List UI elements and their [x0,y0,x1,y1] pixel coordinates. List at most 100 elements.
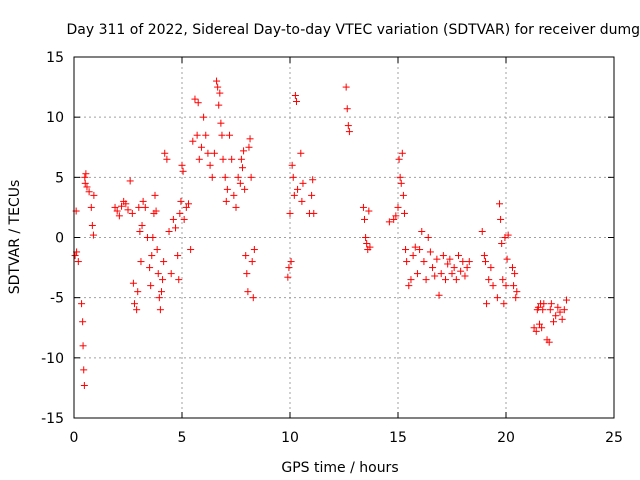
data-point [424,234,432,241]
data-point [480,252,488,260]
data-point [554,303,562,311]
data-point [180,215,188,223]
data-point [409,252,417,260]
data-point [141,203,149,211]
data-point [539,306,547,314]
data-point [540,300,548,308]
data-point [510,282,518,290]
data-point [297,149,305,157]
data-point [452,276,460,284]
data-point [146,264,154,272]
data-point [392,212,400,220]
x-tick-label: 20 [497,430,515,446]
data-point [193,131,201,139]
data-point [344,122,352,130]
data-point [530,324,538,332]
data-point [463,264,471,272]
data-point [87,203,95,211]
x-tick-label: 10 [281,430,299,446]
data-point [151,191,159,199]
data-point [405,282,413,290]
data-point [465,258,473,266]
data-point [248,258,256,266]
x-tick-label: 15 [389,430,407,446]
data-point [345,128,353,136]
y-tick-label: -10 [41,351,64,367]
data-point [439,252,447,260]
data-point [503,255,511,263]
y-tick-label: -5 [50,291,64,307]
y-tick-label: 10 [46,110,64,126]
chart-title: Day 311 of 2022, Sidereal Day-to-day VTE… [66,22,640,38]
data-point [122,200,130,208]
data-point [550,318,558,326]
data-point [79,342,87,350]
data-point [361,215,369,223]
data-point [215,101,223,109]
data-point [113,207,121,215]
data-point [547,300,555,308]
data-point [290,191,298,199]
data-point [398,149,406,157]
data-point [534,303,542,311]
data-point [247,173,255,181]
data-point [129,279,137,287]
data-point [115,212,123,220]
data-point [154,270,162,278]
data-point [85,188,93,196]
data-point [502,282,510,290]
data-point [195,155,203,163]
data-point [250,246,258,254]
data-point [446,255,454,263]
data-point [497,215,505,223]
data-point [148,252,156,260]
data-point [136,227,144,235]
data-point [362,234,370,241]
data-point [174,252,182,260]
data-point [385,218,393,226]
data-point [288,161,296,169]
data-point [133,306,141,314]
data-point [284,273,292,281]
data-point [496,200,504,208]
data-point [176,209,184,217]
data-point [179,167,187,175]
data-point [558,315,566,323]
tick-labels: 0 5 10 15 20 25 -15 -10 -5 0 5 10 15 [41,50,623,446]
data-point [130,300,138,308]
data-point [562,296,570,304]
data-point [80,382,88,390]
data-point [431,272,439,280]
data-point [499,276,507,284]
data-point [487,264,495,272]
data-point [395,155,403,163]
data-point [292,98,300,106]
data-point [403,258,411,266]
data-point [394,203,402,211]
data-point [90,191,98,199]
data-point [249,294,257,302]
data-point [169,215,177,223]
data-point [206,161,214,169]
data-point [165,227,173,235]
data-point [444,260,452,268]
data-point [126,177,134,185]
data-point [244,288,252,296]
data-point [163,155,171,163]
data-point [508,264,516,272]
data-point [82,170,90,178]
data-point [287,258,295,266]
data-point [433,255,441,263]
data-point [152,207,160,215]
data-point [83,183,91,191]
data-point [194,99,202,107]
data-point [240,147,248,155]
data-point [246,135,254,143]
data-point [411,243,419,251]
data-point [219,155,227,163]
data-point [454,252,462,260]
data-point [184,200,192,208]
data-point [289,173,297,181]
data-point [390,215,398,223]
